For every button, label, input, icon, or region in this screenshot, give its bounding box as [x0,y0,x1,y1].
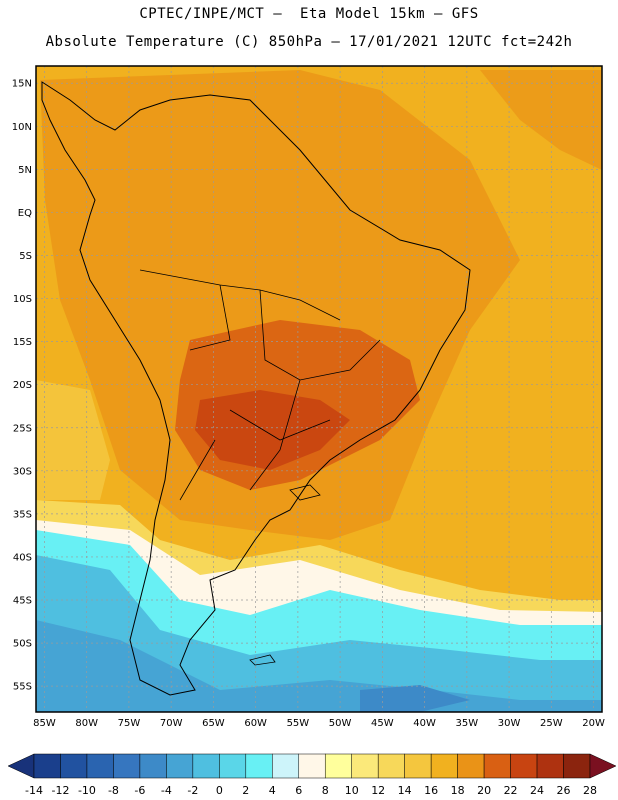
lat-label: 15N [12,79,32,90]
lon-label: 50W [329,718,352,729]
lon-label: 75W [118,718,141,729]
field-minus4-minus2 [36,620,602,712]
colorbar-swatch [457,753,485,779]
lon-label: 85W [33,718,56,729]
lon-label: 30W [498,718,521,729]
lon-label: 20W [582,718,605,729]
colorbar-swatch [351,753,379,779]
field-ne-ocean-warm [480,70,602,170]
lon-label: 55W [287,718,310,729]
colorbar-label: 8 [322,784,329,797]
lat-label: 35S [13,509,32,520]
lon-label: 70W [160,718,183,729]
lat-label: 40S [13,552,32,563]
temperature-field [36,66,602,712]
colorbar-swatch [272,753,300,779]
title-line-2: Absolute Temperature (C) 850hPa – 17/01/… [45,34,573,50]
lon-label: 60W [244,718,267,729]
colorbar-label: 18 [451,784,465,797]
graticule [36,66,602,712]
lat-label: 25S [13,423,32,434]
colorbar-label: 24 [530,784,544,797]
colorbar-label: 16 [424,784,438,797]
colorbar-swatch [60,753,88,779]
field-18-20 [40,70,520,540]
lat-label: 5S [19,251,32,262]
colorbar-label: -10 [78,784,96,797]
falkland-islands [249,654,276,666]
coastline [41,81,471,696]
colorbar-swatch [86,753,114,779]
lon-label: 65W [202,718,225,729]
lon-label: 80W [75,718,98,729]
lat-label: EQ [18,208,32,219]
colorbar-label: 22 [504,784,518,797]
colorbar-swatch [430,753,458,779]
lat-label: 10S [13,294,32,305]
colorbar-label: 0 [216,784,223,797]
field-pacific-14-16 [36,380,110,500]
lon-label: 45W [371,718,394,729]
colorbar-swatch [33,753,61,779]
colorbar-label: 14 [398,784,412,797]
colorbar-swatch [563,753,591,779]
colorbar-swatch [510,753,538,779]
lat-label: 55S [13,682,32,693]
colorbar-label: 20 [477,784,491,797]
lon-label: 40W [413,718,436,729]
longitude-labels: 85W 80W 75W 70W 65W 60W 55W 50W 45W 40W 35W 30W 25W 2… [33,718,605,729]
colorbar-over-arrow [589,753,617,779]
map-frame [35,65,603,713]
country-borders [139,269,381,501]
uruguay-outline [289,484,321,501]
colorbar-under-arrow [7,753,35,779]
colorbar-label: -4 [161,784,172,797]
lat-label: 30S [13,466,32,477]
lat-label: 5N [18,165,32,176]
colorbar-label: 28 [583,784,597,797]
colorbar-swatch [139,753,167,779]
colorbar: -14 -12 -10 -8 -6 -4 -2 0 2 4 6 8 10 12 14 16 18 20 22 24 26… [7,753,617,797]
colorbar-swatch [113,753,141,779]
colorbar-swatch [219,753,247,779]
lat-label: 45S [13,596,32,607]
colorbar-swatch [192,753,220,779]
lat-label: 15S [13,337,32,348]
lat-label: 20S [13,380,32,391]
colorbar-label: -8 [108,784,119,797]
colorbar-label: -2 [187,784,198,797]
colorbar-swatch [324,753,352,779]
colorbar-label: 6 [295,784,302,797]
colorbar-swatch [483,753,511,779]
field-minus6-minus4 [360,685,470,712]
colorbar-label: 10 [345,784,359,797]
colorbar-swatch [245,753,273,779]
colorbar-swatch [404,753,432,779]
title-line-1: CPTEC/INPE/MCT – Eta Model 15km – GFS [139,6,479,22]
latitude-labels: 15N 10N 5N EQ 5S 10S 15S 20S 25S 30S 35S 40S 45S 50S 5… [12,79,32,693]
colorbar-swatch [166,753,194,779]
colorbar-label: 4 [269,784,276,797]
colorbar-swatch [377,753,405,779]
colorbar-label: -14 [25,784,43,797]
colorbar-swatch [536,753,564,779]
field-22-24 [195,390,350,470]
colorbar-label: -6 [134,784,145,797]
colorbar-label: -12 [51,784,69,797]
colorbar-label: 12 [371,784,385,797]
lat-label: 10N [12,122,32,133]
lon-label: 35W [456,718,479,729]
lat-label: 50S [13,639,32,650]
colorbar-swatch [298,753,326,779]
colorbar-label: 2 [242,784,249,797]
colorbar-label: 26 [557,784,571,797]
lon-label: 25W [540,718,563,729]
